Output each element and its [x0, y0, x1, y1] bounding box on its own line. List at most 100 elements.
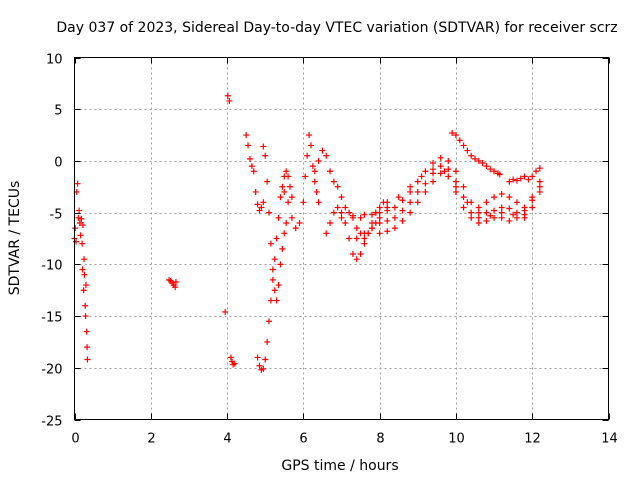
- data-point: [483, 217, 490, 224]
- data-point: [369, 211, 376, 218]
- data-point: [422, 180, 429, 187]
- x-tick-label: 8: [376, 432, 384, 447]
- y-tick-label: 10: [46, 53, 63, 68]
- data-point: [285, 199, 292, 206]
- data-point: [491, 214, 498, 221]
- data-point: [468, 214, 475, 221]
- data-point: [376, 214, 383, 221]
- data-point: [353, 225, 360, 232]
- data-point: [80, 287, 87, 294]
- data-point: [306, 132, 313, 139]
- data-point: [414, 188, 421, 195]
- data-point: [384, 204, 391, 211]
- data-point: [269, 276, 276, 283]
- data-point: [472, 155, 478, 162]
- data-point: [460, 183, 467, 190]
- data-point: [456, 137, 463, 144]
- data-point: [475, 157, 482, 164]
- data-point: [414, 178, 421, 185]
- data-point: [260, 199, 267, 206]
- data-point: [529, 204, 536, 211]
- data-point: [275, 282, 282, 289]
- data-point: [267, 297, 274, 304]
- data-point: [258, 204, 265, 211]
- data-point: [245, 142, 252, 149]
- data-point: [498, 209, 505, 216]
- data-point: [491, 207, 498, 214]
- axis-ticks: [74, 57, 610, 421]
- series-arc-4.9h-rise: [254, 168, 295, 373]
- data-point: [430, 159, 437, 166]
- x-tick-label: 10: [448, 432, 465, 447]
- x-axis-label: GPS time / hours: [281, 458, 398, 474]
- data-point: [315, 199, 322, 206]
- data-point: [275, 214, 282, 221]
- data-point: [361, 235, 368, 242]
- data-point: [391, 214, 398, 221]
- data-point: [536, 188, 543, 195]
- data-point: [267, 240, 274, 247]
- data-point: [264, 338, 271, 345]
- data-point: [292, 225, 299, 232]
- data-point: [536, 165, 543, 172]
- data-point: [248, 163, 255, 170]
- data-point: [304, 152, 311, 159]
- series-arc-2.5h: [166, 276, 179, 291]
- data-point: [349, 251, 356, 258]
- data-point: [357, 251, 364, 258]
- data-point: [464, 199, 471, 206]
- data-point: [513, 214, 520, 221]
- data-point: [334, 204, 341, 211]
- data-point: [479, 159, 486, 166]
- data-point: [521, 173, 528, 180]
- data-point: [372, 209, 379, 216]
- data-point: [79, 240, 86, 247]
- data-point: [76, 219, 83, 226]
- data-point: [246, 155, 253, 162]
- data-point: [79, 266, 86, 273]
- data-point: [430, 166, 437, 173]
- data-point: [369, 225, 376, 232]
- data-point: [264, 178, 271, 185]
- data-point: [84, 344, 91, 351]
- data-point: [346, 209, 353, 216]
- data-point: [72, 225, 79, 232]
- data-point: [262, 356, 269, 363]
- data-point: [506, 178, 513, 185]
- data-point: [309, 163, 316, 170]
- data-point: [452, 188, 459, 195]
- data-point: [361, 230, 368, 237]
- data-point: [536, 183, 543, 190]
- data-point: [285, 173, 292, 180]
- data-point: [334, 183, 341, 190]
- data-point: [464, 147, 471, 154]
- data-point: [475, 219, 482, 226]
- series-arc-11.5h-12h: [506, 165, 543, 185]
- y-tick-label: -15: [41, 311, 62, 326]
- data-point: [521, 207, 528, 214]
- data-point: [460, 142, 467, 149]
- data-point: [302, 173, 309, 180]
- data-point: [315, 157, 322, 164]
- data-point: [407, 183, 414, 190]
- data-point: [384, 228, 391, 235]
- data-point: [82, 282, 89, 289]
- data-point: [269, 266, 276, 273]
- data-point: [327, 168, 334, 175]
- data-point: [517, 175, 524, 182]
- data-point: [460, 194, 467, 201]
- data-point: [449, 130, 456, 137]
- y-tick-label: -20: [41, 363, 62, 378]
- data-point: [525, 176, 532, 183]
- series-arc-5h-steep: [260, 143, 290, 304]
- data-point: [376, 204, 383, 211]
- data-point: [407, 199, 414, 206]
- data-point: [271, 256, 278, 263]
- data-point: [391, 204, 398, 211]
- data-point: [452, 132, 459, 139]
- data-point: [338, 209, 345, 216]
- data-point: [468, 209, 475, 216]
- data-point: [422, 188, 429, 195]
- data-point: [81, 256, 88, 263]
